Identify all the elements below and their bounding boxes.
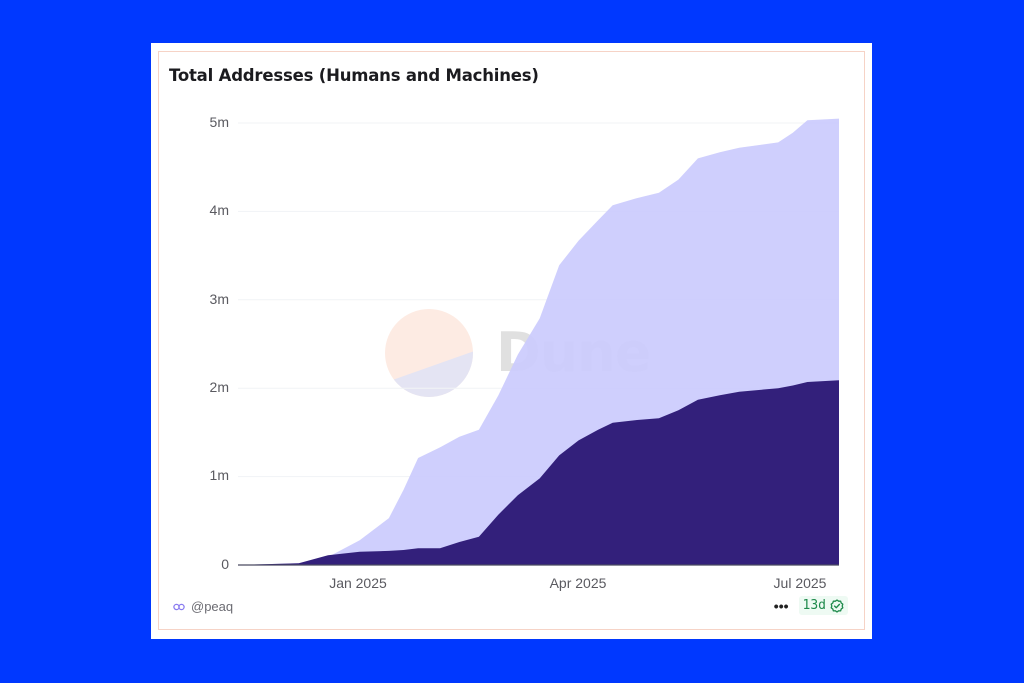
x-tick-apr-2025: Apr 2025 xyxy=(549,575,607,591)
chart-title: Total Addresses (Humans and Machines) xyxy=(169,66,539,85)
y-tick-4m: 4m xyxy=(209,202,229,218)
lower-area-series xyxy=(238,380,839,565)
chart-card: Total Addresses (Humans and Machines) Du… xyxy=(151,43,872,639)
area-chart xyxy=(238,118,839,566)
y-tick-0: 0 xyxy=(221,556,229,572)
y-tick-3m: 3m xyxy=(209,291,229,307)
verified-check-icon xyxy=(830,598,844,613)
card-footer-actions: ••• 13d xyxy=(774,596,848,615)
freshness-label: 13d xyxy=(802,598,826,613)
owner-link[interactable]: @peaq xyxy=(173,599,233,614)
link-icon xyxy=(173,603,185,610)
freshness-badge[interactable]: 13d xyxy=(798,596,848,615)
more-options-button[interactable]: ••• xyxy=(773,597,789,614)
dune-logo-watermark-icon xyxy=(385,309,473,397)
y-tick-2m: 2m xyxy=(209,379,229,395)
owner-handle: @peaq xyxy=(191,599,234,614)
x-tick-jan-2025: Jan 2025 xyxy=(329,575,387,591)
card-border xyxy=(158,51,865,630)
y-tick-5m: 5m xyxy=(209,114,229,130)
y-tick-1m: 1m xyxy=(209,467,229,483)
x-tick-jul-2025: Jul 2025 xyxy=(773,575,827,591)
